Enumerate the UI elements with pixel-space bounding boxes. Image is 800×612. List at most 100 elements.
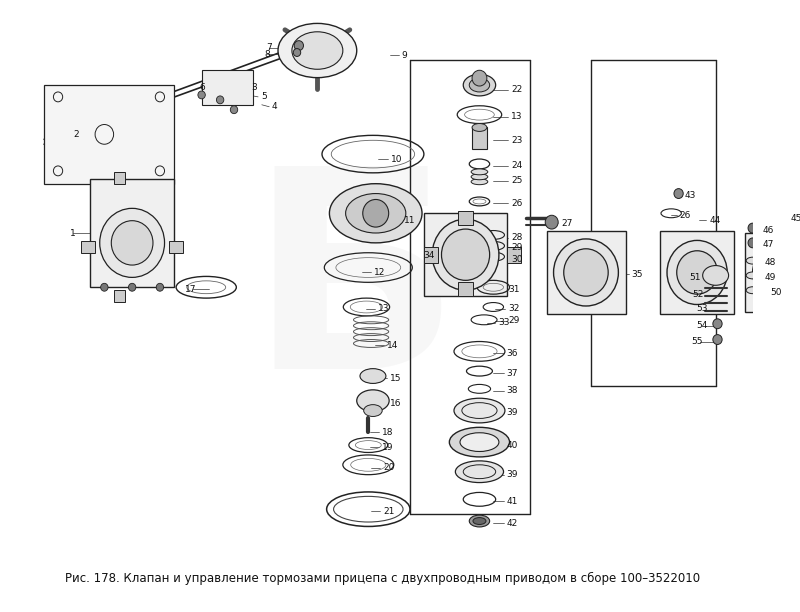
Text: 36: 36	[506, 349, 518, 358]
Text: 16: 16	[390, 399, 401, 408]
Circle shape	[294, 40, 303, 51]
Ellipse shape	[346, 193, 406, 233]
Text: 14: 14	[387, 341, 398, 350]
Ellipse shape	[463, 74, 496, 96]
Bar	[746, 233, 800, 312]
Circle shape	[748, 223, 758, 233]
Text: 18: 18	[382, 428, 394, 437]
Text: 7: 7	[266, 43, 272, 52]
Ellipse shape	[470, 78, 490, 92]
Ellipse shape	[100, 208, 165, 277]
Ellipse shape	[455, 461, 503, 483]
Circle shape	[472, 70, 487, 86]
Text: 26: 26	[679, 211, 691, 220]
Circle shape	[362, 200, 389, 227]
Text: 24: 24	[511, 162, 522, 170]
Text: 19: 19	[382, 442, 394, 452]
Text: Б: Б	[249, 157, 460, 427]
Text: 47: 47	[763, 241, 774, 249]
Text: 33: 33	[498, 318, 510, 327]
Ellipse shape	[454, 398, 505, 423]
Ellipse shape	[471, 174, 488, 180]
Text: 35: 35	[631, 270, 643, 279]
Text: 5: 5	[261, 92, 266, 102]
Ellipse shape	[753, 243, 800, 302]
Bar	[90, 179, 174, 287]
Text: 8: 8	[264, 50, 270, 59]
Ellipse shape	[460, 433, 499, 452]
Text: 4: 4	[272, 102, 278, 111]
Text: 37: 37	[506, 368, 518, 378]
Bar	[114, 290, 125, 302]
Text: 13: 13	[511, 112, 522, 121]
Circle shape	[748, 238, 758, 248]
Text: 13: 13	[378, 304, 389, 313]
Text: 1: 1	[70, 228, 76, 237]
Text: 31: 31	[508, 285, 520, 294]
Text: 49: 49	[765, 273, 776, 282]
Text: 48: 48	[765, 258, 776, 267]
Text: 41: 41	[506, 497, 518, 506]
Text: 25: 25	[511, 176, 522, 185]
Text: 10: 10	[390, 154, 402, 163]
Text: 42: 42	[506, 518, 518, 528]
Text: 22: 22	[511, 86, 522, 94]
Ellipse shape	[762, 253, 799, 292]
Ellipse shape	[442, 229, 490, 280]
Circle shape	[713, 319, 722, 329]
Text: 51: 51	[690, 273, 701, 282]
Text: 34: 34	[424, 251, 435, 260]
Text: 55: 55	[691, 337, 702, 346]
Bar	[424, 247, 438, 263]
Text: 53: 53	[696, 304, 707, 313]
Text: 9: 9	[402, 51, 407, 60]
Text: 32: 32	[508, 304, 519, 313]
Bar	[507, 247, 521, 263]
Text: 39: 39	[506, 408, 518, 417]
Text: 46: 46	[763, 226, 774, 234]
Circle shape	[156, 283, 164, 291]
Text: 11: 11	[403, 215, 415, 225]
Ellipse shape	[471, 179, 488, 185]
Ellipse shape	[432, 219, 499, 290]
Bar	[202, 70, 253, 105]
Ellipse shape	[746, 257, 759, 264]
Ellipse shape	[471, 169, 488, 175]
Ellipse shape	[746, 272, 759, 279]
Text: 30: 30	[511, 255, 522, 264]
Ellipse shape	[364, 405, 382, 417]
Ellipse shape	[470, 515, 490, 527]
Text: 43: 43	[684, 191, 695, 200]
Text: 45: 45	[790, 214, 800, 223]
Ellipse shape	[677, 251, 718, 294]
Text: 39: 39	[506, 470, 518, 479]
Bar	[114, 172, 125, 184]
Text: 28: 28	[511, 233, 522, 242]
Circle shape	[674, 188, 683, 198]
Text: 29: 29	[511, 244, 522, 252]
Text: 26: 26	[511, 199, 522, 208]
Bar	[44, 85, 174, 184]
Circle shape	[198, 91, 206, 99]
Ellipse shape	[357, 390, 389, 411]
Ellipse shape	[111, 221, 153, 265]
Text: 20: 20	[383, 463, 394, 472]
Bar	[169, 241, 183, 253]
Bar	[458, 282, 473, 296]
Circle shape	[217, 96, 224, 104]
Bar	[660, 231, 734, 314]
Bar	[547, 231, 626, 314]
Ellipse shape	[564, 249, 608, 296]
Text: 44: 44	[709, 215, 721, 225]
Text: 6: 6	[199, 83, 206, 92]
Circle shape	[129, 283, 136, 291]
Ellipse shape	[278, 23, 357, 78]
Ellipse shape	[360, 368, 386, 384]
Ellipse shape	[292, 32, 343, 69]
Text: 3: 3	[252, 83, 258, 92]
Text: 38: 38	[506, 386, 518, 395]
Ellipse shape	[450, 427, 510, 457]
Text: 2: 2	[74, 130, 79, 139]
Text: 12: 12	[374, 268, 386, 277]
Text: Рис. 178. Клапан и управление тормозами прицепа с двухпроводным приводом в сборе: Рис. 178. Клапан и управление тормозами …	[65, 572, 700, 585]
